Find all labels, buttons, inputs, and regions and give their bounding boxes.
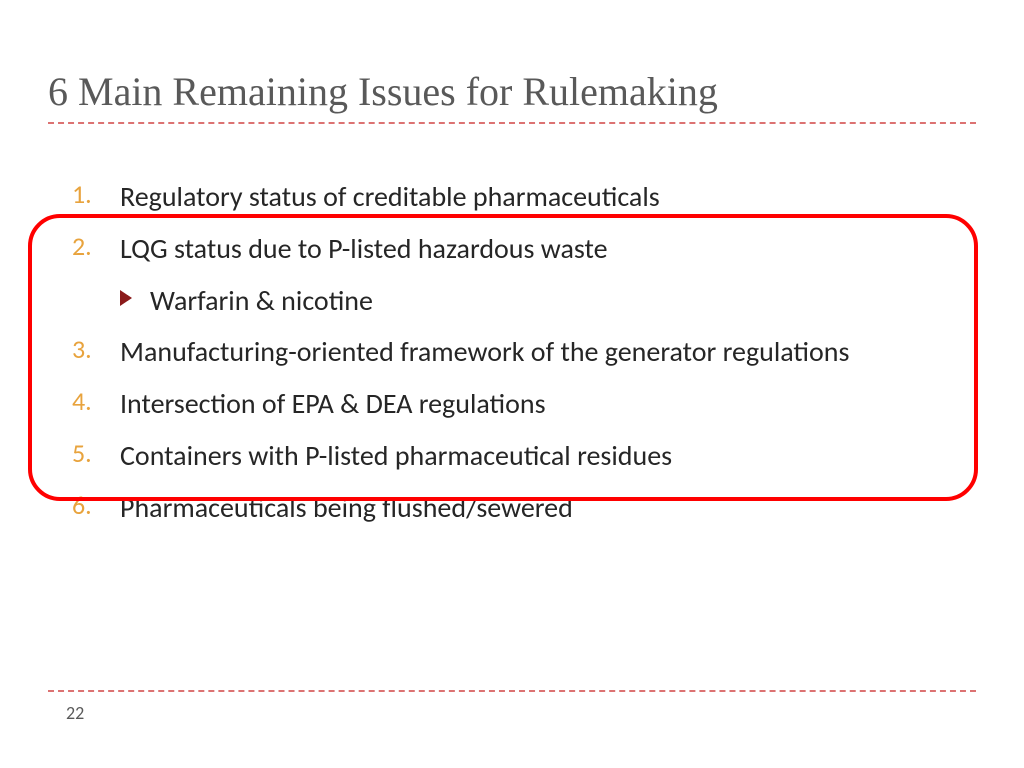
list-item: 4. Intersection of EPA & DEA regulations xyxy=(72,385,952,423)
page-number: 22 xyxy=(66,702,84,724)
item-number: 5. xyxy=(72,437,120,469)
item-text: Manufacturing-oriented framework of the … xyxy=(120,333,849,371)
footer-underline xyxy=(48,690,976,692)
item-text: Pharmaceuticals being flushed/sewered xyxy=(120,489,573,527)
sub-item-text: Warfarin & nicotine xyxy=(150,282,373,320)
list-item: 3. Manufacturing-oriented framework of t… xyxy=(72,333,952,371)
list-item: 5. Containers with P-listed pharmaceutic… xyxy=(72,437,952,475)
item-text: Intersection of EPA & DEA regulations xyxy=(120,385,546,423)
item-number: 1. xyxy=(72,178,120,210)
content-list: 1. Regulatory status of creditable pharm… xyxy=(72,178,952,541)
sub-item: Warfarin & nicotine xyxy=(120,282,952,320)
list-item: 6. Pharmaceuticals being flushed/sewered xyxy=(72,489,952,527)
triangle-bullet-icon xyxy=(120,290,132,306)
item-text: Containers with P-listed pharmaceutical … xyxy=(120,437,672,475)
item-number: 3. xyxy=(72,333,120,365)
item-number: 4. xyxy=(72,385,120,417)
item-number: 6. xyxy=(72,489,120,521)
list-item: 2. LQG status due to P-listed hazardous … xyxy=(72,230,952,268)
list-item: 1. Regulatory status of creditable pharm… xyxy=(72,178,952,216)
item-text: LQG status due to P-listed hazardous was… xyxy=(120,230,608,268)
item-text: Regulatory status of creditable pharmace… xyxy=(120,178,660,216)
item-number: 2. xyxy=(72,230,120,262)
slide-title: 6 Main Remaining Issues for Rulemaking xyxy=(48,68,718,115)
title-underline xyxy=(48,122,976,124)
